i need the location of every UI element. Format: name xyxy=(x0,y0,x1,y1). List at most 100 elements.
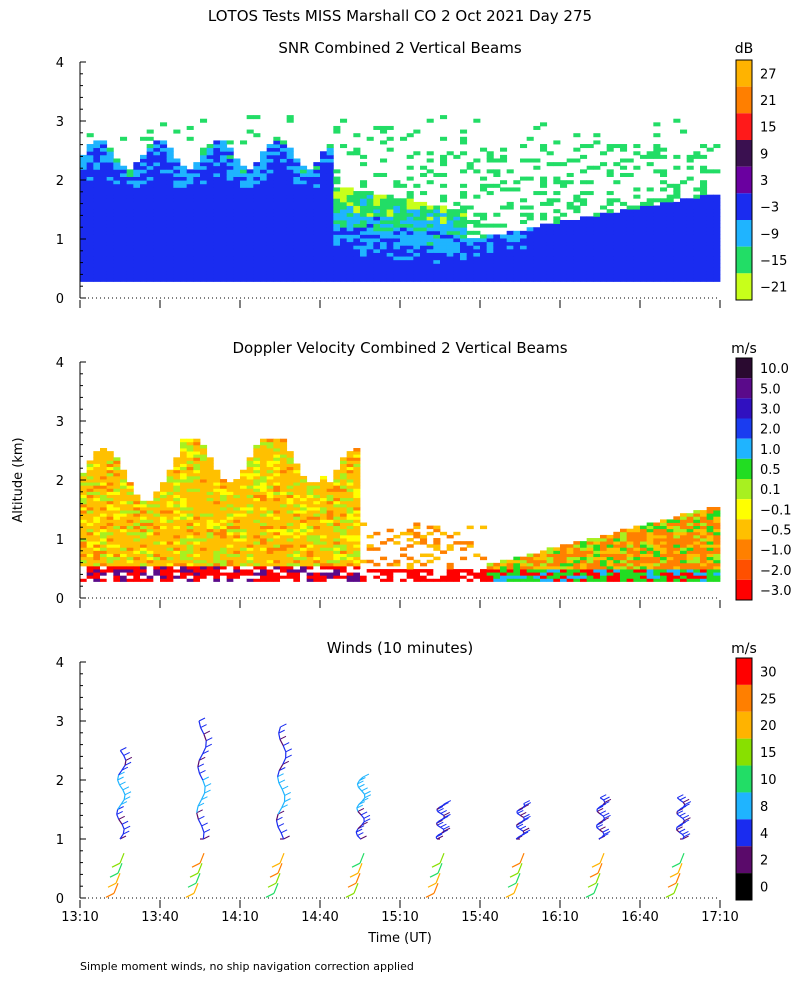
doppler-cell xyxy=(86,559,94,564)
snr-cell xyxy=(346,201,354,206)
snr-cell xyxy=(633,259,641,264)
doppler-cell xyxy=(466,575,474,579)
doppler-cell xyxy=(200,485,208,489)
doppler-cell xyxy=(166,534,174,539)
snr-cell xyxy=(213,147,221,152)
snr-cell xyxy=(206,241,214,246)
snr-cell xyxy=(106,223,114,228)
snr-cell xyxy=(106,259,114,264)
doppler-cell xyxy=(86,506,94,511)
doppler-cell xyxy=(133,541,141,545)
snr-cell xyxy=(680,227,688,232)
doppler-cell xyxy=(173,569,181,573)
snr-cell xyxy=(253,205,261,210)
doppler-cell xyxy=(153,565,161,570)
doppler-cell xyxy=(360,572,368,576)
snr-cell xyxy=(393,267,401,272)
snr-cell xyxy=(246,169,254,174)
snr-cell xyxy=(240,274,248,279)
snr-cell xyxy=(213,183,221,188)
snr-cell xyxy=(280,263,288,268)
snr-cell xyxy=(213,216,221,221)
doppler-cell xyxy=(540,559,548,564)
doppler-cell xyxy=(253,578,261,582)
doppler-cell xyxy=(93,479,101,483)
snr-cell xyxy=(213,241,221,246)
snr-cell xyxy=(393,270,401,275)
doppler-cell xyxy=(240,503,248,508)
snr-cell xyxy=(80,201,88,206)
snr-cell xyxy=(500,187,508,192)
doppler-cell xyxy=(166,513,174,517)
doppler-cell xyxy=(160,494,168,499)
snr-cell xyxy=(540,144,548,149)
doppler-cell xyxy=(86,482,94,486)
snr-cell xyxy=(186,201,194,206)
doppler-cell xyxy=(120,553,128,558)
snr-cell xyxy=(706,223,714,228)
snr-cell xyxy=(533,165,541,170)
snr-cell xyxy=(466,274,474,279)
snr-cell xyxy=(173,263,181,268)
snr-cell xyxy=(626,248,634,253)
doppler-cell xyxy=(260,503,268,508)
doppler-cell xyxy=(593,541,601,545)
doppler-cell xyxy=(286,531,294,536)
snr-cell xyxy=(580,180,588,185)
snr-cell xyxy=(513,234,521,239)
doppler-cell xyxy=(260,451,268,455)
snr-cell xyxy=(80,205,88,210)
snr-cell xyxy=(700,219,708,225)
snr-cell xyxy=(300,259,308,264)
snr-cell xyxy=(706,267,714,272)
doppler-cell xyxy=(93,562,101,567)
snr-cell xyxy=(340,274,348,279)
doppler-cell xyxy=(340,469,348,474)
snr-cell xyxy=(106,252,114,257)
doppler-cell xyxy=(273,472,281,477)
doppler-cell xyxy=(573,556,581,561)
snr-cell xyxy=(300,176,308,181)
doppler-cell xyxy=(226,500,234,505)
snr-cell xyxy=(306,230,314,235)
snr-cell xyxy=(386,270,394,275)
snr-cell xyxy=(506,267,514,272)
snr-cell xyxy=(240,198,248,203)
snr-cell xyxy=(246,219,254,225)
doppler-cell xyxy=(100,525,108,530)
snr-cell xyxy=(613,270,621,275)
doppler-cell xyxy=(126,547,134,551)
doppler-cell xyxy=(86,572,94,576)
snr-cell xyxy=(86,216,94,221)
doppler-cell xyxy=(180,531,188,536)
snr-cell xyxy=(293,191,301,196)
doppler-cell xyxy=(286,534,294,539)
snr-cell xyxy=(666,234,674,239)
snr-cell xyxy=(440,252,448,257)
doppler-cell xyxy=(186,550,194,554)
snr-cell xyxy=(273,219,281,225)
snr-cell xyxy=(366,245,374,250)
snr-cell xyxy=(493,241,501,246)
doppler-cell xyxy=(353,503,361,508)
doppler-cell xyxy=(320,565,328,570)
snr-colorbar-swatch xyxy=(736,60,752,87)
snr-cell xyxy=(313,209,321,214)
snr-cell xyxy=(100,169,108,174)
doppler-cell xyxy=(226,572,234,576)
doppler-cell xyxy=(680,538,688,542)
snr-cell xyxy=(266,151,274,156)
snr-cell xyxy=(346,241,354,246)
snr-cell xyxy=(260,183,268,188)
doppler-cell xyxy=(666,528,674,533)
doppler-cell xyxy=(500,575,508,579)
doppler-cell xyxy=(306,556,314,561)
doppler-cell xyxy=(233,572,241,576)
snr-cell xyxy=(133,169,141,174)
doppler-cell xyxy=(93,491,101,495)
doppler-cell xyxy=(266,503,274,508)
snr-cell xyxy=(680,223,688,228)
snr-cell xyxy=(140,267,148,272)
doppler-cell xyxy=(200,497,208,502)
doppler-cell xyxy=(286,469,294,474)
